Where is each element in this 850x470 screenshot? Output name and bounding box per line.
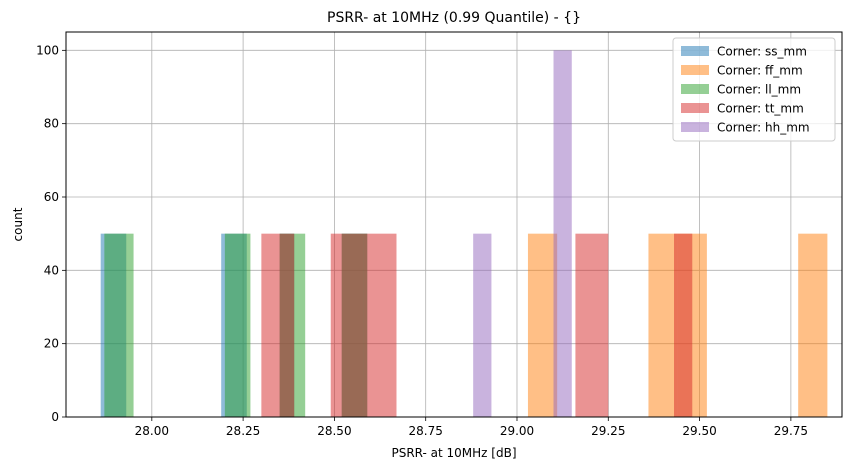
histogram-bar (330, 233, 364, 417)
legend-swatch (681, 46, 709, 56)
x-tick-label: 28.50 (317, 424, 351, 438)
legend-swatch (681, 103, 709, 113)
legend-label: Corner: ll_mm (717, 83, 801, 97)
legend-box (672, 37, 836, 142)
legend: Corner: ss_mm Corner: ff_mm Corner: ll_mm C… (672, 37, 836, 142)
legend-swatch (681, 65, 709, 75)
chart-title: PSRR- at 10MHz (0.99 Quantile) - {} (327, 10, 581, 26)
histogram-bars (100, 50, 828, 417)
x-tick-label: 28.00 (135, 424, 169, 438)
y-tick-label: 20 (44, 337, 59, 351)
x-tick-label: 29.00 (500, 424, 534, 438)
histogram-bar (798, 233, 828, 417)
legend-label: Corner: tt_mm (717, 102, 804, 116)
y-tick-label: 40 (44, 263, 59, 277)
x-axis-label: PSRR- at 10MHz [dB] (391, 446, 516, 460)
x-tick-label: 29.25 (591, 424, 625, 438)
histogram-bar (527, 233, 558, 417)
x-tick-label: 29.75 (774, 424, 808, 438)
histogram-bar (553, 50, 572, 417)
x-tick-label: 29.50 (682, 424, 716, 438)
histogram-bar (224, 233, 251, 417)
y-axis-label: count (11, 207, 25, 241)
y-tick-label: 60 (44, 190, 59, 204)
y-tick-label: 100 (36, 43, 59, 57)
y-axis-ticks: 0 20 40 60 80 100 (36, 43, 66, 424)
y-tick-label: 0 (51, 410, 59, 424)
y-tick-label: 80 (44, 117, 59, 131)
histogram-bar (575, 233, 609, 417)
histogram-bar (104, 233, 134, 417)
histogram-bar (674, 233, 693, 417)
x-tick-label: 28.25 (226, 424, 260, 438)
histogram-bar (648, 233, 678, 417)
histogram-bar (261, 233, 295, 417)
legend-swatch (681, 122, 709, 132)
legend-label: Corner: ff_mm (717, 64, 803, 78)
legend-label: Corner: hh_mm (717, 121, 810, 135)
legend-label: Corner: ss_mm (717, 45, 807, 59)
x-axis-ticks: 28.00 28.25 28.50 28.75 29.00 29.25 29.50 29.75 (135, 417, 808, 438)
histogram-bar (363, 233, 397, 417)
legend-swatch (681, 84, 709, 94)
plot-area-frame (65, 31, 843, 418)
x-tick-label: 28.75 (409, 424, 443, 438)
histogram-bar (473, 233, 492, 417)
